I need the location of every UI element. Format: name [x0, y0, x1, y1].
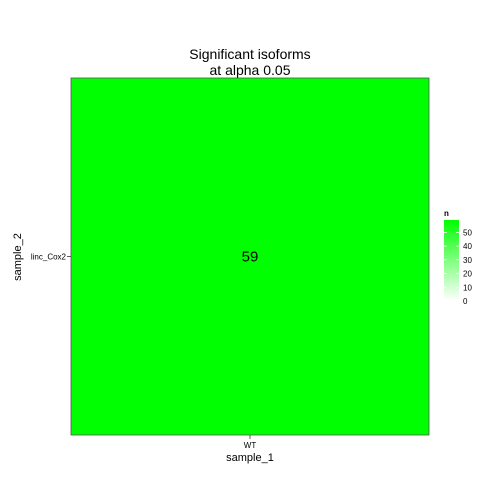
legend-tick-label: 10 [463, 283, 472, 292]
y-axis-ticks: linc_Cox2 [31, 253, 71, 262]
legend-tick-label: 40 [463, 242, 472, 251]
chart-title-line-2: at alpha 0.05 [210, 62, 291, 78]
y-tick-label: linc_Cox2 [31, 253, 67, 262]
legend-tick-label: 20 [463, 270, 472, 279]
x-axis-ticks: WT [244, 435, 257, 450]
chart-title-line-1: Significant isoforms [189, 46, 310, 62]
legend-tick-label: 0 [463, 297, 468, 306]
legend-tick-label: 30 [463, 256, 472, 265]
heatmap-cells: 59 [71, 78, 429, 435]
y-axis-title: sample_2 [12, 233, 24, 281]
heatmap-cell [71, 78, 429, 435]
x-tick-label: WT [244, 441, 257, 450]
color-legend: n 0 10 20 30 40 50 [444, 209, 472, 306]
legend-color-bar [444, 220, 459, 301]
legend-tick-label: 50 [463, 228, 472, 237]
x-axis-title: sample_1 [226, 452, 274, 464]
cell-value-label: 59 [242, 249, 259, 266]
legend-title: n [444, 209, 449, 218]
legend-ticks: 0 10 20 30 40 50 [444, 228, 472, 306]
